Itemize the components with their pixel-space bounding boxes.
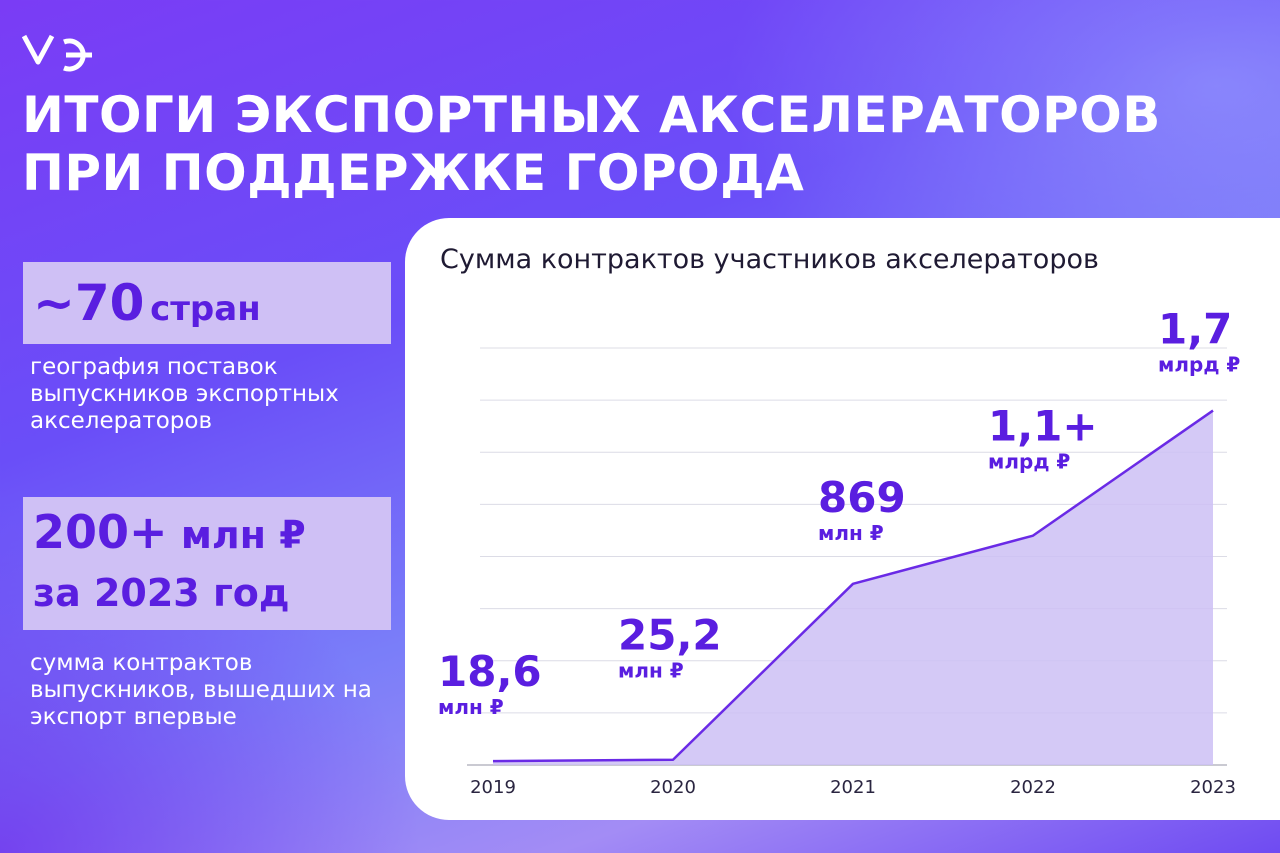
contracts-description: сумма контрактов выпускников, вышедших н… <box>30 650 372 730</box>
x-tick-label: 2020 <box>650 777 696 798</box>
countries-value: ~70 <box>33 274 145 332</box>
me-logo-icon <box>22 34 92 72</box>
series-line <box>492 409 1214 763</box>
title-line-1: ИТОГИ ЭКСПОРТНЫХ АКСЕЛЕРАТОРОВ <box>22 86 1161 144</box>
data-label-value: 869 <box>818 473 906 522</box>
contracts-stat-box: 200+ млн ₽ за 2023 год <box>23 497 391 630</box>
x-tick-label: 2023 <box>1190 777 1236 798</box>
data-label-unit: млн ₽ <box>618 659 684 683</box>
data-label-value: 18,6 <box>438 647 542 696</box>
data-label-value: 25,2 <box>618 611 722 660</box>
title-line-2: ПРИ ПОДДЕРЖКЕ ГОРОДА <box>22 144 805 202</box>
chart-title: Сумма контрактов участников акселераторо… <box>440 244 1099 275</box>
x-tick-label: 2019 <box>470 777 516 798</box>
x-tick-label: 2022 <box>1010 777 1056 798</box>
data-label-unit: млн ₽ <box>818 521 884 545</box>
contracts-period: за 2023 год <box>33 571 290 615</box>
countries-stat-box: ~70 стран <box>23 262 391 344</box>
data-label-unit: млрд ₽ <box>988 450 1070 474</box>
data-label-unit: млн ₽ <box>438 695 504 719</box>
contracts-value: 200+ <box>33 505 168 559</box>
countries-description: география поставок выпускников экспортны… <box>30 354 339 434</box>
data-label-value: 1,1+ <box>988 402 1098 451</box>
countries-unit: стран <box>150 289 261 329</box>
page-title: ИТОГИ ЭКСПОРТНЫХ АКСЕЛЕРАТОРОВ ПРИ ПОДДЕ… <box>22 86 1272 202</box>
x-tick-label: 2021 <box>830 777 876 798</box>
area-fill <box>493 410 1213 765</box>
data-label-value: 1,7 <box>1158 305 1232 354</box>
data-label-unit: млрд ₽ <box>1158 353 1240 377</box>
contracts-unit: млн ₽ <box>180 513 306 557</box>
